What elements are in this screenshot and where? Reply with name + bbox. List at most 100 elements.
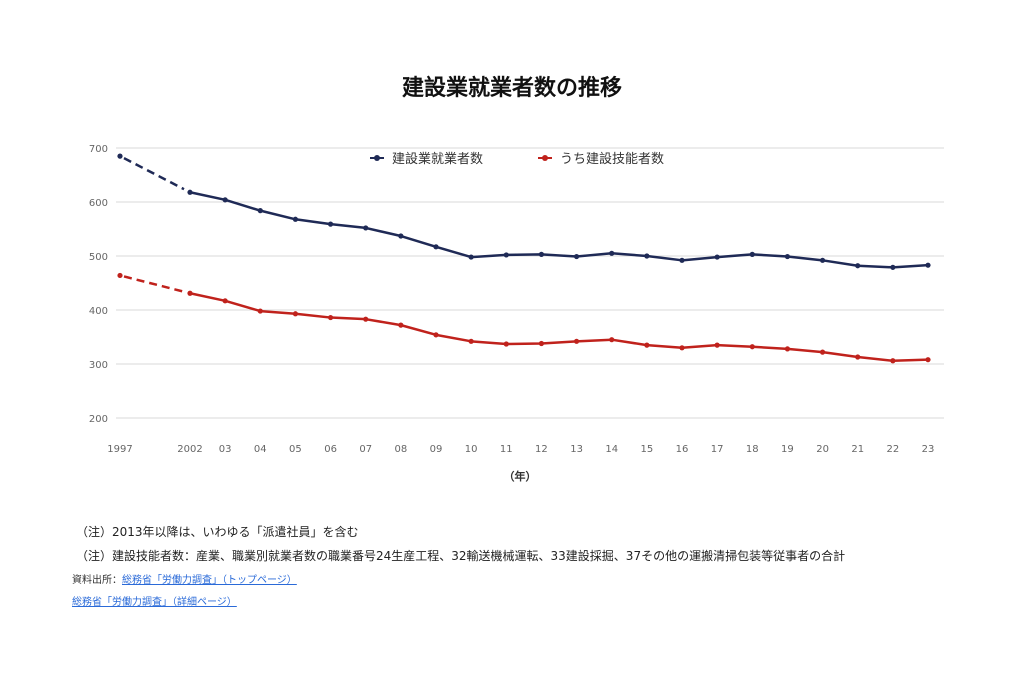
x-tick-09: 09 [430, 444, 443, 455]
series-0-point-2002 [187, 189, 193, 195]
series-1-point-10 [468, 338, 474, 344]
y-axis: 200 300 400 500 600 700 [89, 144, 108, 425]
notes: （注）2013年以降は、いわゆる「派遣社員」を含む （注）建設技能者数：産業、職… [76, 524, 845, 572]
x-tick-04: 04 [254, 444, 267, 455]
series-1-line [189, 292, 929, 363]
x-tick-16: 16 [676, 444, 689, 455]
note-dispatch: （注）2013年以降は、いわゆる「派遣社員」を含む [76, 525, 359, 539]
series-0-point-15 [644, 253, 650, 259]
series-0-point-16 [679, 257, 685, 263]
grid-lines [116, 147, 944, 419]
series-1-point-15 [644, 342, 650, 348]
x-tick-18: 18 [746, 444, 759, 455]
x-tick-07: 07 [359, 444, 372, 455]
series-0-point-21 [855, 263, 861, 269]
series-1-point-2002 [187, 290, 193, 296]
x-tick-19: 19 [781, 444, 794, 455]
x-tick-23: 23 [922, 444, 935, 455]
series-1-point-13 [573, 338, 580, 344]
series-0-point-23 [925, 262, 931, 268]
x-tick-03: 03 [219, 444, 232, 455]
series-0-line [189, 191, 929, 269]
x-tick-13: 13 [570, 444, 583, 455]
series-0-point-11 [503, 252, 509, 258]
y-tick-500: 500 [89, 252, 108, 263]
series-0-point-1997 [117, 153, 123, 159]
series-1-point-19 [784, 346, 791, 352]
series-0-point-12 [538, 251, 545, 257]
x-axis-unit: （年） [504, 469, 537, 483]
legend-label-1: うち建設技能者数 [560, 151, 664, 167]
series-1-point-21 [855, 354, 861, 360]
x-tick-17: 17 [711, 444, 724, 455]
series-0-point-13 [573, 253, 580, 260]
source-label: 資料出所： [72, 575, 122, 586]
series-0-point-22 [890, 264, 896, 270]
y-tick-400: 400 [89, 306, 108, 317]
series-0-point-03 [222, 197, 228, 203]
x-tick-20: 20 [816, 444, 829, 455]
x-tick-2002: 2002 [177, 444, 202, 455]
legend: 建設業就業者数 うち建設技能者数 [370, 151, 664, 167]
series-0-point-08 [398, 233, 404, 239]
series-1-point-23 [925, 357, 931, 363]
series-0-point-20 [819, 257, 826, 263]
series-0-point-19 [784, 253, 791, 260]
series-1-point-06 [327, 314, 334, 321]
source: 資料出所：総務省「労働力調査」（トップページ） 総務省「労働力調査」（詳細ページ… [72, 574, 297, 618]
y-tick-600: 600 [89, 198, 108, 209]
series-1-point-22 [890, 358, 896, 364]
x-tick-12: 12 [535, 444, 548, 455]
line-chart: 200 300 400 500 600 700 1997 2002 03 04 05 06 07 08 0… [89, 144, 944, 483]
series-0-point-07 [363, 225, 369, 231]
source-line-1: 資料出所：総務省「労働力調査」（トップページ） [72, 574, 297, 588]
x-axis: 1997 2002 03 04 05 06 07 08 09 10 11 12 13 14 15 16 17 18… [107, 444, 934, 455]
series-1-point-05 [292, 311, 299, 317]
legend-marker-0 [374, 155, 380, 161]
series-0-point-10 [468, 254, 474, 260]
y-tick-700: 700 [89, 144, 108, 155]
series-1-point-16 [679, 345, 685, 351]
series-1-point-04 [257, 308, 263, 314]
series-1-point-18 [749, 344, 755, 350]
y-tick-200: 200 [89, 414, 108, 425]
legend-marker-1 [542, 155, 548, 161]
x-tick-08: 08 [394, 444, 407, 455]
series-1-point-09 [433, 332, 439, 338]
x-tick-06: 06 [324, 444, 337, 455]
series-0-point-09 [433, 244, 439, 250]
series-1-point-03 [222, 298, 228, 304]
x-tick-14: 14 [605, 444, 618, 455]
series-1-point-20 [819, 349, 826, 355]
source-line-2: 総務省「労働力調査」（詳細ページ） [72, 596, 297, 610]
x-tick-1997: 1997 [107, 444, 132, 455]
series-0-gap-dashed [123, 157, 185, 191]
series-1-point-12 [538, 340, 545, 347]
series-0-point-06 [327, 221, 334, 227]
series-1-point-11 [503, 341, 509, 347]
series-0-point-05 [292, 216, 299, 222]
source-link-detail-page[interactable]: 総務省「労働力調査」（詳細ページ） [72, 597, 237, 608]
x-tick-10: 10 [465, 444, 478, 455]
series-1-point-17 [714, 342, 720, 348]
x-tick-15: 15 [640, 444, 653, 455]
series-1-point-1997 [117, 272, 123, 279]
series-0-point-04 [257, 208, 263, 214]
x-tick-21: 21 [851, 444, 864, 455]
x-tick-05: 05 [289, 444, 302, 455]
series-1-point-08 [398, 322, 404, 328]
series-group [117, 153, 931, 364]
x-tick-22: 22 [886, 444, 899, 455]
series-0-point-14 [609, 250, 615, 256]
note-skilled-workers: （注）建設技能者数：産業、職業別就業者数の職業番号24生産工程、32輸送機械運転… [76, 549, 846, 563]
chart-title: 建設業就業者数の推移 [401, 76, 622, 101]
y-tick-300: 300 [89, 360, 108, 371]
series-1-point-07 [363, 316, 369, 322]
legend-label-0: 建設業就業者数 [392, 151, 483, 167]
series-0-point-18 [749, 251, 755, 257]
series-1-gap-dashed [123, 275, 185, 293]
source-link-top-page[interactable]: 総務省「労働力調査」（トップページ） [122, 575, 297, 586]
series-1-point-14 [609, 337, 615, 343]
x-tick-11: 11 [500, 444, 513, 455]
series-0-point-17 [714, 254, 720, 260]
